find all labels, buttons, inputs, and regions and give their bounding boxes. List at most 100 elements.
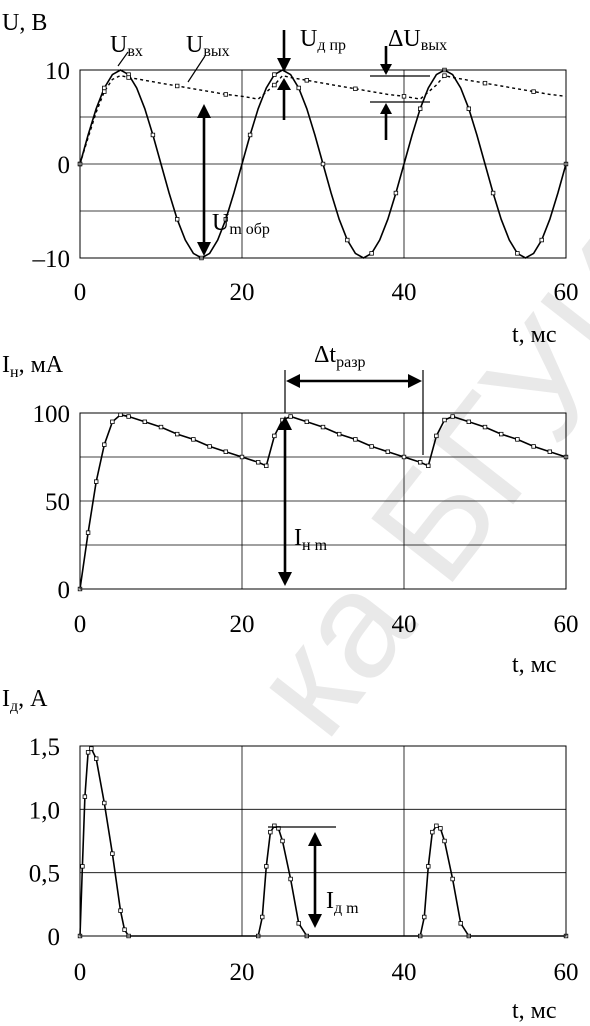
data-point xyxy=(174,431,180,437)
data-point xyxy=(401,94,407,99)
data-point xyxy=(458,921,463,926)
data-point xyxy=(223,217,228,222)
data-point xyxy=(434,823,439,828)
x-tick-label: 60 xyxy=(554,611,579,638)
data-point xyxy=(272,82,277,88)
i-load-max-arrow xyxy=(278,416,292,586)
series-line-0 xyxy=(79,747,566,937)
data-point xyxy=(482,80,488,86)
x-tick-label: 40 xyxy=(392,611,417,638)
data-point xyxy=(102,89,107,94)
data-point xyxy=(531,444,536,449)
data-point xyxy=(296,921,301,926)
data-point xyxy=(268,829,273,835)
data-point xyxy=(450,876,455,882)
x-tick-label: 0 xyxy=(74,611,87,638)
data-point xyxy=(102,442,107,447)
data-point xyxy=(191,437,196,442)
annotation-i-diode-max: Iд m xyxy=(326,888,359,917)
data-point xyxy=(320,161,326,167)
data-point xyxy=(401,454,407,460)
x-tick-label: 20 xyxy=(230,611,255,638)
data-point xyxy=(438,826,443,831)
data-point xyxy=(296,85,301,91)
x-tick-label: 60 xyxy=(554,279,579,306)
data-point xyxy=(223,449,228,454)
data-point xyxy=(426,463,431,468)
data-point xyxy=(110,419,115,424)
x-tick-label: 20 xyxy=(230,279,255,306)
data-point xyxy=(264,864,269,869)
data-point xyxy=(531,89,536,94)
data-point xyxy=(369,444,374,449)
data-point xyxy=(498,431,504,437)
data-point xyxy=(102,800,107,806)
series-line-1 xyxy=(79,74,567,165)
chart-load-current: 0 20 40 60 100 50 0 Iн, мА t, мс Δtразр Iн m xyxy=(2,342,579,678)
data-point xyxy=(288,876,293,882)
data-point xyxy=(320,424,326,430)
data-point xyxy=(369,251,374,256)
data-point xyxy=(94,756,99,761)
y-tick-label: 0 xyxy=(48,924,61,951)
data-point xyxy=(150,132,156,138)
y-axis-label: Iн, мА xyxy=(2,352,64,381)
data-point xyxy=(422,914,427,920)
y-tick-label: 1,5 xyxy=(29,734,60,761)
data-point xyxy=(85,750,91,755)
x-axis-label: t, мс xyxy=(512,322,557,348)
data-point xyxy=(272,72,277,77)
annotation-u-diode: Uд пр xyxy=(300,26,346,54)
data-point xyxy=(80,864,85,869)
data-point xyxy=(393,190,399,196)
y-tick-label: 0,5 xyxy=(29,861,60,888)
x-tick-label: 60 xyxy=(554,959,579,986)
data-point xyxy=(434,433,439,439)
data-point xyxy=(466,419,471,424)
data-point xyxy=(304,419,309,424)
annotation-delta-t: Δtразр xyxy=(314,342,366,371)
data-point xyxy=(442,417,447,423)
data-point xyxy=(126,414,131,419)
data-point xyxy=(482,424,488,430)
y-tick-label: 0 xyxy=(58,152,71,179)
y-tick-label: 100 xyxy=(33,401,71,428)
data-point xyxy=(547,449,552,454)
data-point xyxy=(417,106,423,111)
data-point xyxy=(82,794,88,799)
data-point xyxy=(345,237,350,243)
data-point xyxy=(490,190,496,196)
chart-diode-current: 0 20 40 60 1,5 1,0 0,5 0 Iд, А t, мс Iд m xyxy=(2,686,579,1024)
data-point xyxy=(288,414,293,419)
data-point xyxy=(272,433,277,439)
series-line-0 xyxy=(79,413,567,590)
data-point xyxy=(260,914,265,920)
data-point xyxy=(174,217,180,222)
data-point xyxy=(89,746,94,751)
data-point xyxy=(118,908,123,913)
annotation-u-out: Uвых xyxy=(186,32,230,60)
data-point xyxy=(223,92,228,97)
x-axis-label: t, мс xyxy=(512,652,557,678)
x-tick-label: 40 xyxy=(392,279,417,306)
annotation-delta-u-out: ΔUвых xyxy=(388,26,447,54)
data-point xyxy=(85,530,91,535)
y-tick-label: 0 xyxy=(58,577,71,604)
data-point xyxy=(110,851,115,856)
x-tick-label: 40 xyxy=(392,959,417,986)
data-point xyxy=(336,431,342,437)
data-point xyxy=(515,437,520,442)
data-point xyxy=(158,424,164,430)
data-point xyxy=(466,106,471,111)
data-point xyxy=(442,838,447,844)
delta-u-out-marks xyxy=(370,46,430,140)
data-point xyxy=(304,78,309,83)
x-axis-label: t, мс xyxy=(512,998,557,1024)
data-point xyxy=(280,838,285,844)
data-point xyxy=(353,437,358,442)
x-tick-label: 20 xyxy=(230,959,255,986)
data-point xyxy=(417,460,423,465)
data-point xyxy=(102,85,107,91)
